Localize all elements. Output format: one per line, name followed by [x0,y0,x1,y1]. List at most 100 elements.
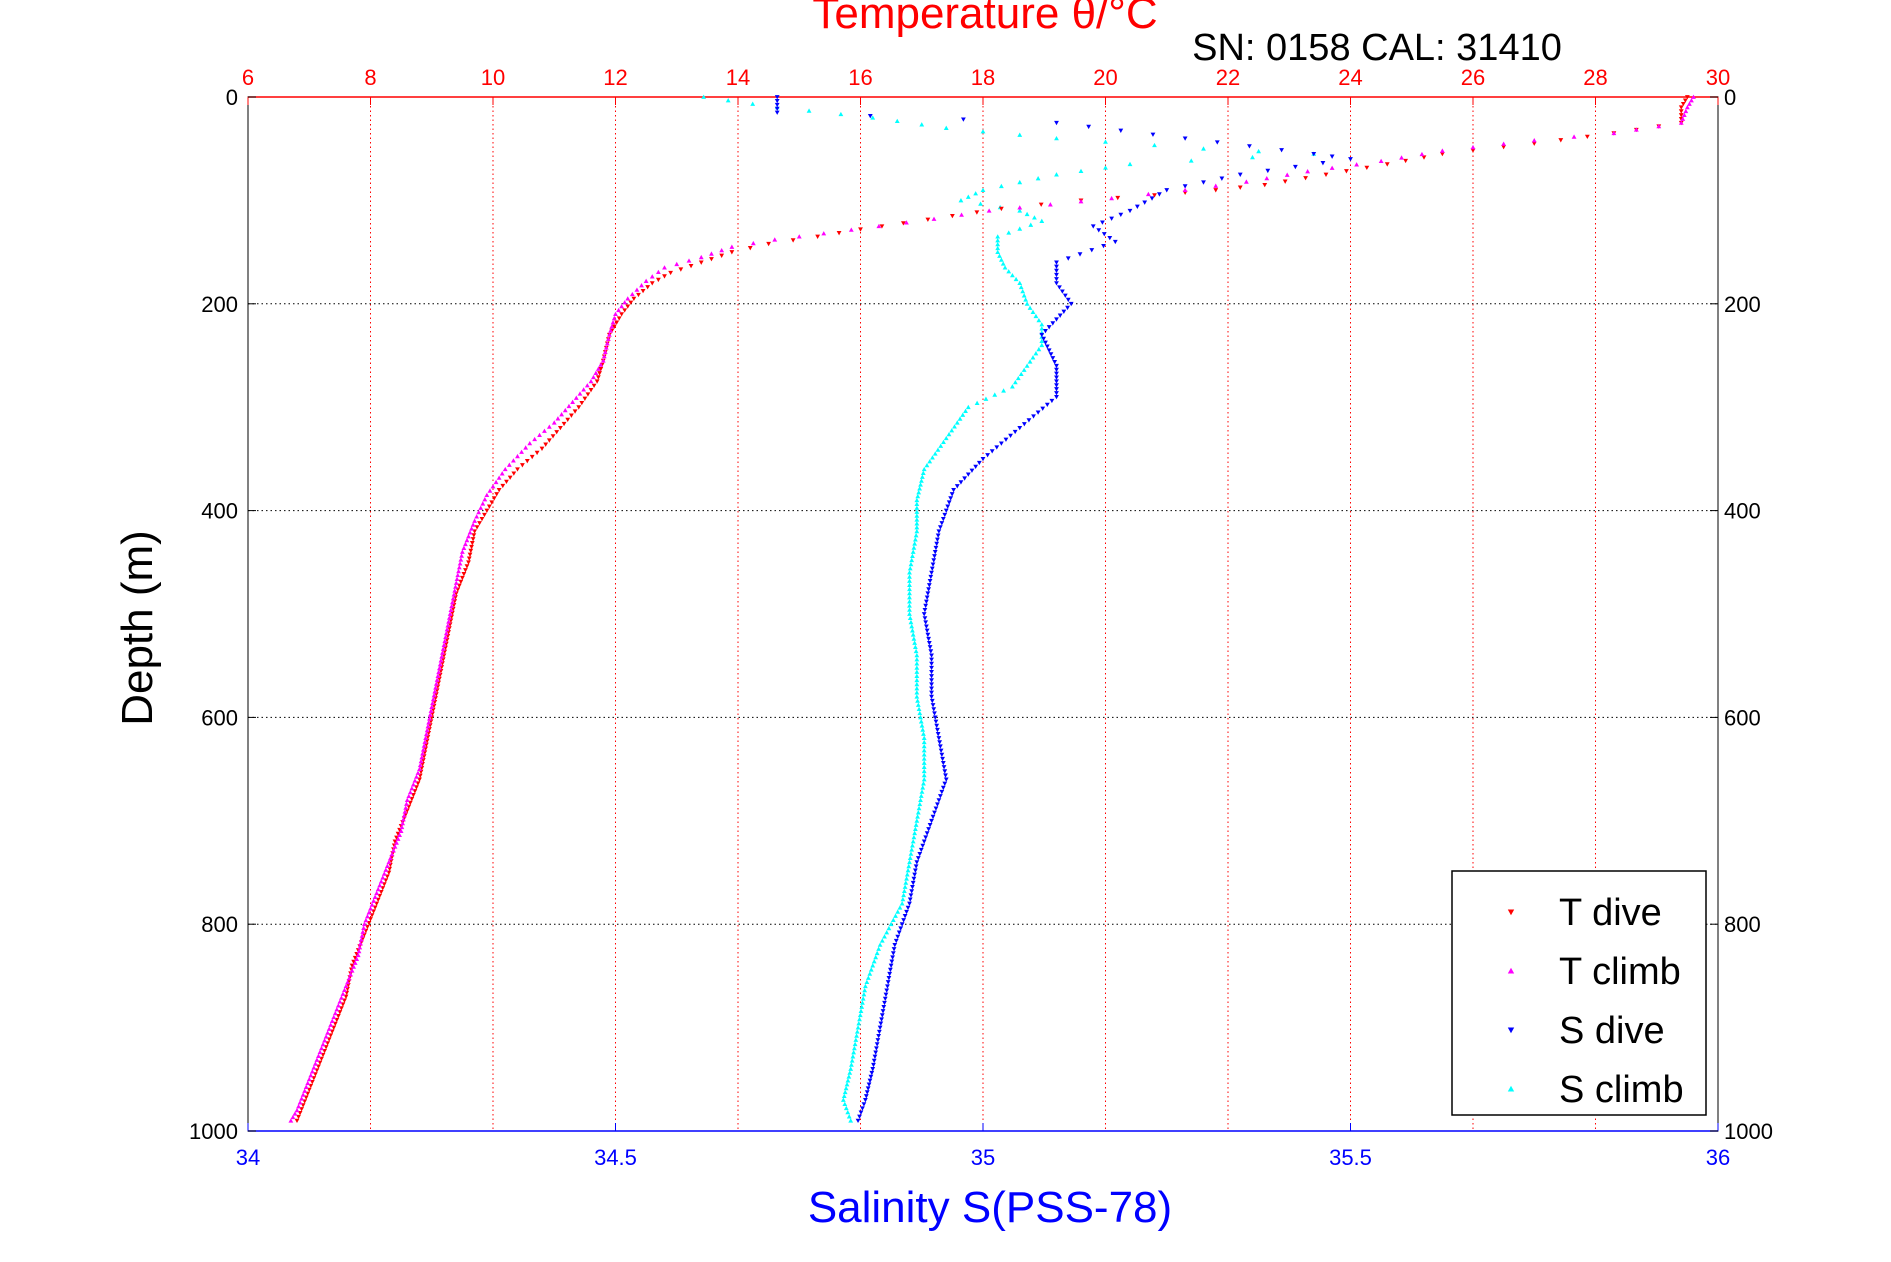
data-point-s-climb [921,772,927,778]
data-point-s-climb [842,1101,848,1107]
data-point-t-climb [417,762,423,768]
data-point-t-climb [375,886,381,892]
data-point-t-climb [598,362,604,367]
data-point-t-climb [625,296,631,301]
data-point-s-climb [850,1054,856,1059]
data-point-t-climb [355,952,361,958]
data-point-s-dive [929,686,934,691]
data-point-s-dive [774,95,780,100]
data-point-s-dive [980,456,986,462]
data-point-t-climb [309,1069,315,1074]
data-point-t-climb [1145,191,1151,197]
data-point-t-dive [622,308,628,313]
data-point-s-dive [1054,363,1059,369]
data-point-t-dive [1421,155,1427,160]
data-point-s-climb [907,586,912,592]
data-point-t-climb [1182,187,1188,192]
data-point-t-climb [455,572,461,578]
data-point-s-climb [1035,176,1041,181]
data-point-t-dive [504,479,509,485]
data-point-t-climb [357,945,363,950]
data-point-s-dive [909,889,915,894]
data-point-s-dive [886,976,892,981]
data-point-t-dive [296,1114,301,1120]
data-point-t-dive [524,459,530,464]
legend: T dive T climb S dive S climb [1451,870,1707,1116]
data-point-s-dive [871,1058,877,1064]
data-point-s-dive [951,488,956,493]
data-point-t-dive [1678,113,1684,118]
data-point-t-climb [294,1107,300,1113]
data-point-s-climb [913,648,919,654]
data-point-s-dive [926,827,932,832]
data-point-s-climb [912,826,918,831]
data-point-s-dive [940,760,946,766]
data-point-t-climb [448,607,454,613]
data-point-s-climb [911,545,917,550]
data-point-s-dive [931,558,937,563]
data-point-s-dive [934,723,940,729]
data-point-s-climb [910,839,916,844]
data-point-s-climb [904,872,910,877]
data-point-s-climb [918,715,923,720]
data-point-s-climb [863,983,868,989]
data-point-s-dive [928,649,934,654]
data-point-t-climb [339,995,344,1000]
legend-label: S climb [1559,1069,1684,1111]
data-point-t-climb [423,731,429,737]
depth-tick-label-left: 400 [201,499,238,524]
data-point-s-dive [882,996,888,1002]
data-point-s-climb [857,1012,863,1018]
data-point-t-climb [438,658,444,663]
data-point-t-climb [1684,104,1690,110]
data-point-t-climb [422,739,428,744]
data-point-s-dive [934,541,940,547]
data-point-s-climb [913,533,919,538]
data-point-s-climb [958,198,964,203]
calibration-subtitle: SN: 0158 CAL: 31410 [1192,27,1562,69]
data-point-t-climb [386,859,392,865]
data-point-s-climb [998,183,1004,189]
data-point-t-dive [557,425,563,431]
data-point-s-climb [918,719,924,724]
data-point-s-climb [1054,172,1059,177]
data-point-s-climb [995,234,1001,239]
data-point-s-dive [774,106,780,112]
data-point-t-climb [421,743,427,748]
data-point-s-climb [701,94,707,99]
data-point-t-climb [409,786,415,791]
data-point-s-dive [1054,264,1059,269]
data-point-s-dive [1054,317,1059,322]
data-point-t-climb [566,403,572,409]
data-point-s-climb [874,950,880,956]
data-point-s-climb [920,470,926,476]
data-point-s-dive [911,876,917,882]
data-point-t-climb [848,227,854,232]
data-point-s-climb [904,876,909,881]
data-point-t-dive [458,579,464,585]
data-point-s-climb [974,400,980,405]
data-point-t-dive [662,274,667,279]
data-point-t-climb [352,960,358,965]
data-point-s-climb [853,1037,859,1042]
data-point-s-dive [868,1074,874,1080]
data-point-s-dive [882,1000,887,1006]
data-point-s-dive [1054,383,1059,388]
data-point-s-climb [980,129,986,134]
data-point-t-dive [678,267,684,272]
data-point-s-dive [861,1102,867,1107]
data-point-s-climb [913,822,919,827]
data-point-t-climb [426,720,432,725]
data-point-s-dive [1003,437,1009,442]
data-point-t-climb [439,654,445,659]
data-point-t-dive [539,446,545,451]
data-point-s-climb [907,566,913,571]
data-point-t-climb [464,537,470,543]
data-point-s-climb [914,505,920,510]
data-point-t-climb [377,883,383,888]
data-point-s-climb [879,938,885,943]
data-point-s-dive [1035,410,1041,415]
data-point-t-climb [404,797,410,803]
data-point-s-dive [920,843,926,849]
legend-marker [1507,909,1515,916]
